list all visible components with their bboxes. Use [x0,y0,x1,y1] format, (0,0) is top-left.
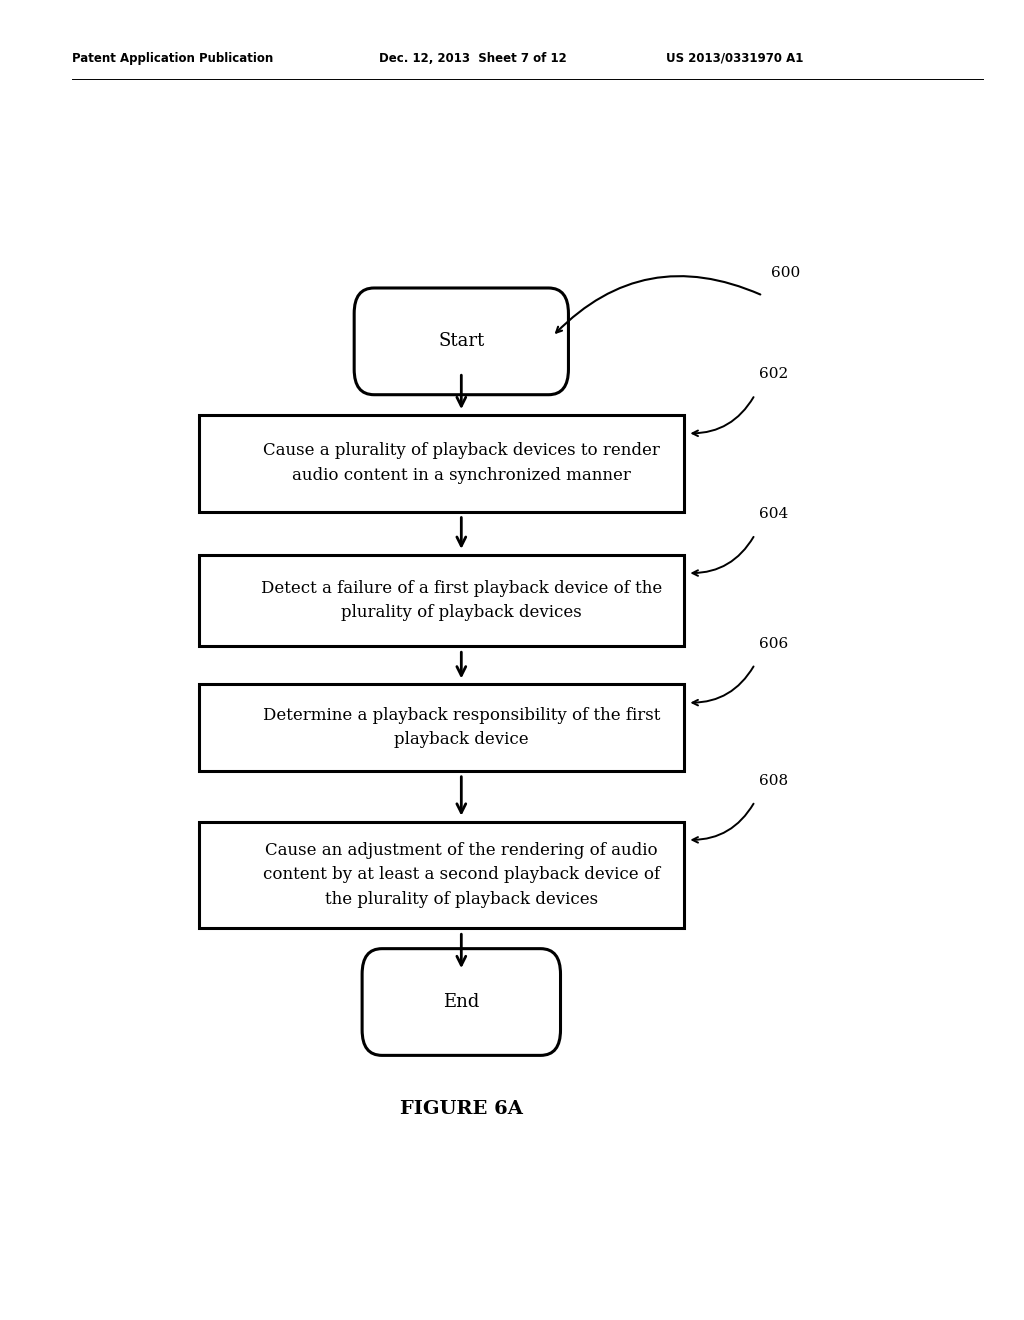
Text: 604: 604 [759,507,788,521]
Text: Cause a plurality of playback devices to render
audio content in a synchronized : Cause a plurality of playback devices to… [263,442,659,484]
Bar [200,414,684,512]
Bar [200,684,684,771]
Text: US 2013/0331970 A1: US 2013/0331970 A1 [666,51,803,65]
Text: Dec. 12, 2013  Sheet 7 of 12: Dec. 12, 2013 Sheet 7 of 12 [379,51,566,65]
Text: 606: 606 [759,636,788,651]
Text: Patent Application Publication: Patent Application Publication [72,51,273,65]
Text: Detect a failure of a first playback device of the
plurality of playback devices: Detect a failure of a first playback dev… [261,579,662,622]
Text: Cause an adjustment of the rendering of audio
content by at least a second playb: Cause an adjustment of the rendering of … [263,842,659,908]
Text: 602: 602 [759,367,788,381]
Text: 600: 600 [771,267,800,280]
Text: Start: Start [438,333,484,350]
Bar [200,554,684,647]
Text: End: End [443,993,479,1011]
FancyBboxPatch shape [362,949,560,1056]
Bar [200,821,684,928]
Text: Determine a playback responsibility of the first
playback device: Determine a playback responsibility of t… [262,706,660,748]
Text: FIGURE 6A: FIGURE 6A [400,1100,522,1118]
Text: 608: 608 [759,774,788,788]
FancyBboxPatch shape [354,288,568,395]
